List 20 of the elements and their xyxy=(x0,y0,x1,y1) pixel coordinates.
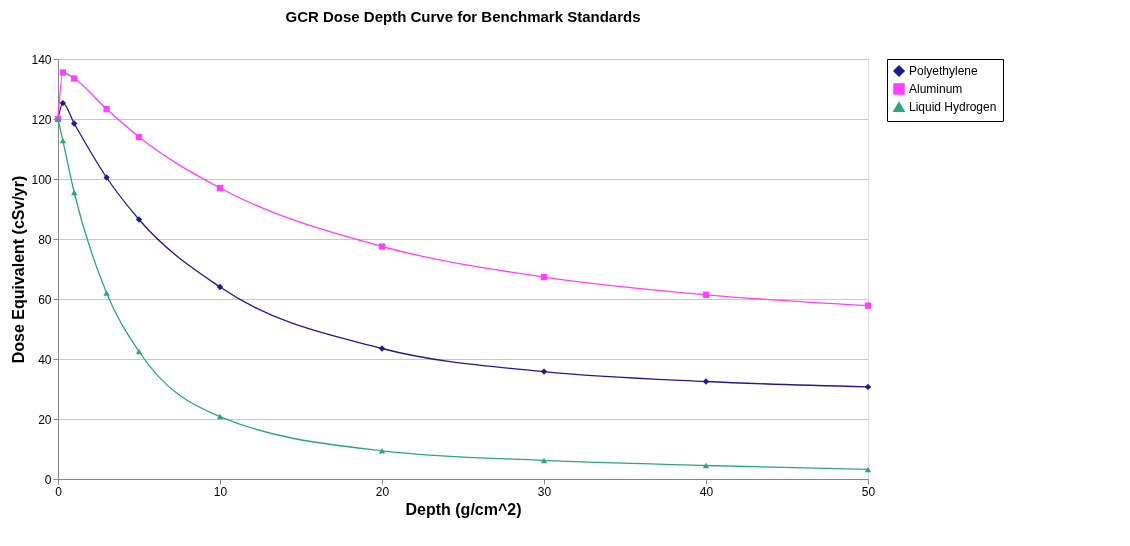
legend-label: Liquid Hydrogen xyxy=(909,100,997,114)
y-tick-label: 20 xyxy=(38,412,52,427)
x-tick-label: 30 xyxy=(537,484,552,499)
legend-label: Aluminum xyxy=(909,82,963,96)
y-axis-title: Dose Equivalent (cSv/yr) xyxy=(10,175,28,364)
y-tick-label: 80 xyxy=(38,232,52,247)
x-tick-label: 10 xyxy=(213,484,228,499)
y-tick-label: 40 xyxy=(38,352,52,367)
chart-title: GCR Dose Depth Curve for Benchmark Standards xyxy=(285,8,641,25)
y-tick-label: 100 xyxy=(31,172,52,187)
x-axis-title: Depth (g/cm^2) xyxy=(405,500,522,518)
y-tick-label: 120 xyxy=(31,112,52,127)
x-tick-label: 40 xyxy=(699,484,714,499)
legend-label: Polyethylene xyxy=(909,64,979,78)
y-tick-label: 60 xyxy=(38,292,52,307)
x-tick-label: 20 xyxy=(375,484,390,499)
y-tick-label: 140 xyxy=(31,52,52,67)
x-tick-label: 50 xyxy=(861,484,876,499)
x-tick-label: 0 xyxy=(55,484,63,499)
y-tick-label: 0 xyxy=(44,472,52,487)
